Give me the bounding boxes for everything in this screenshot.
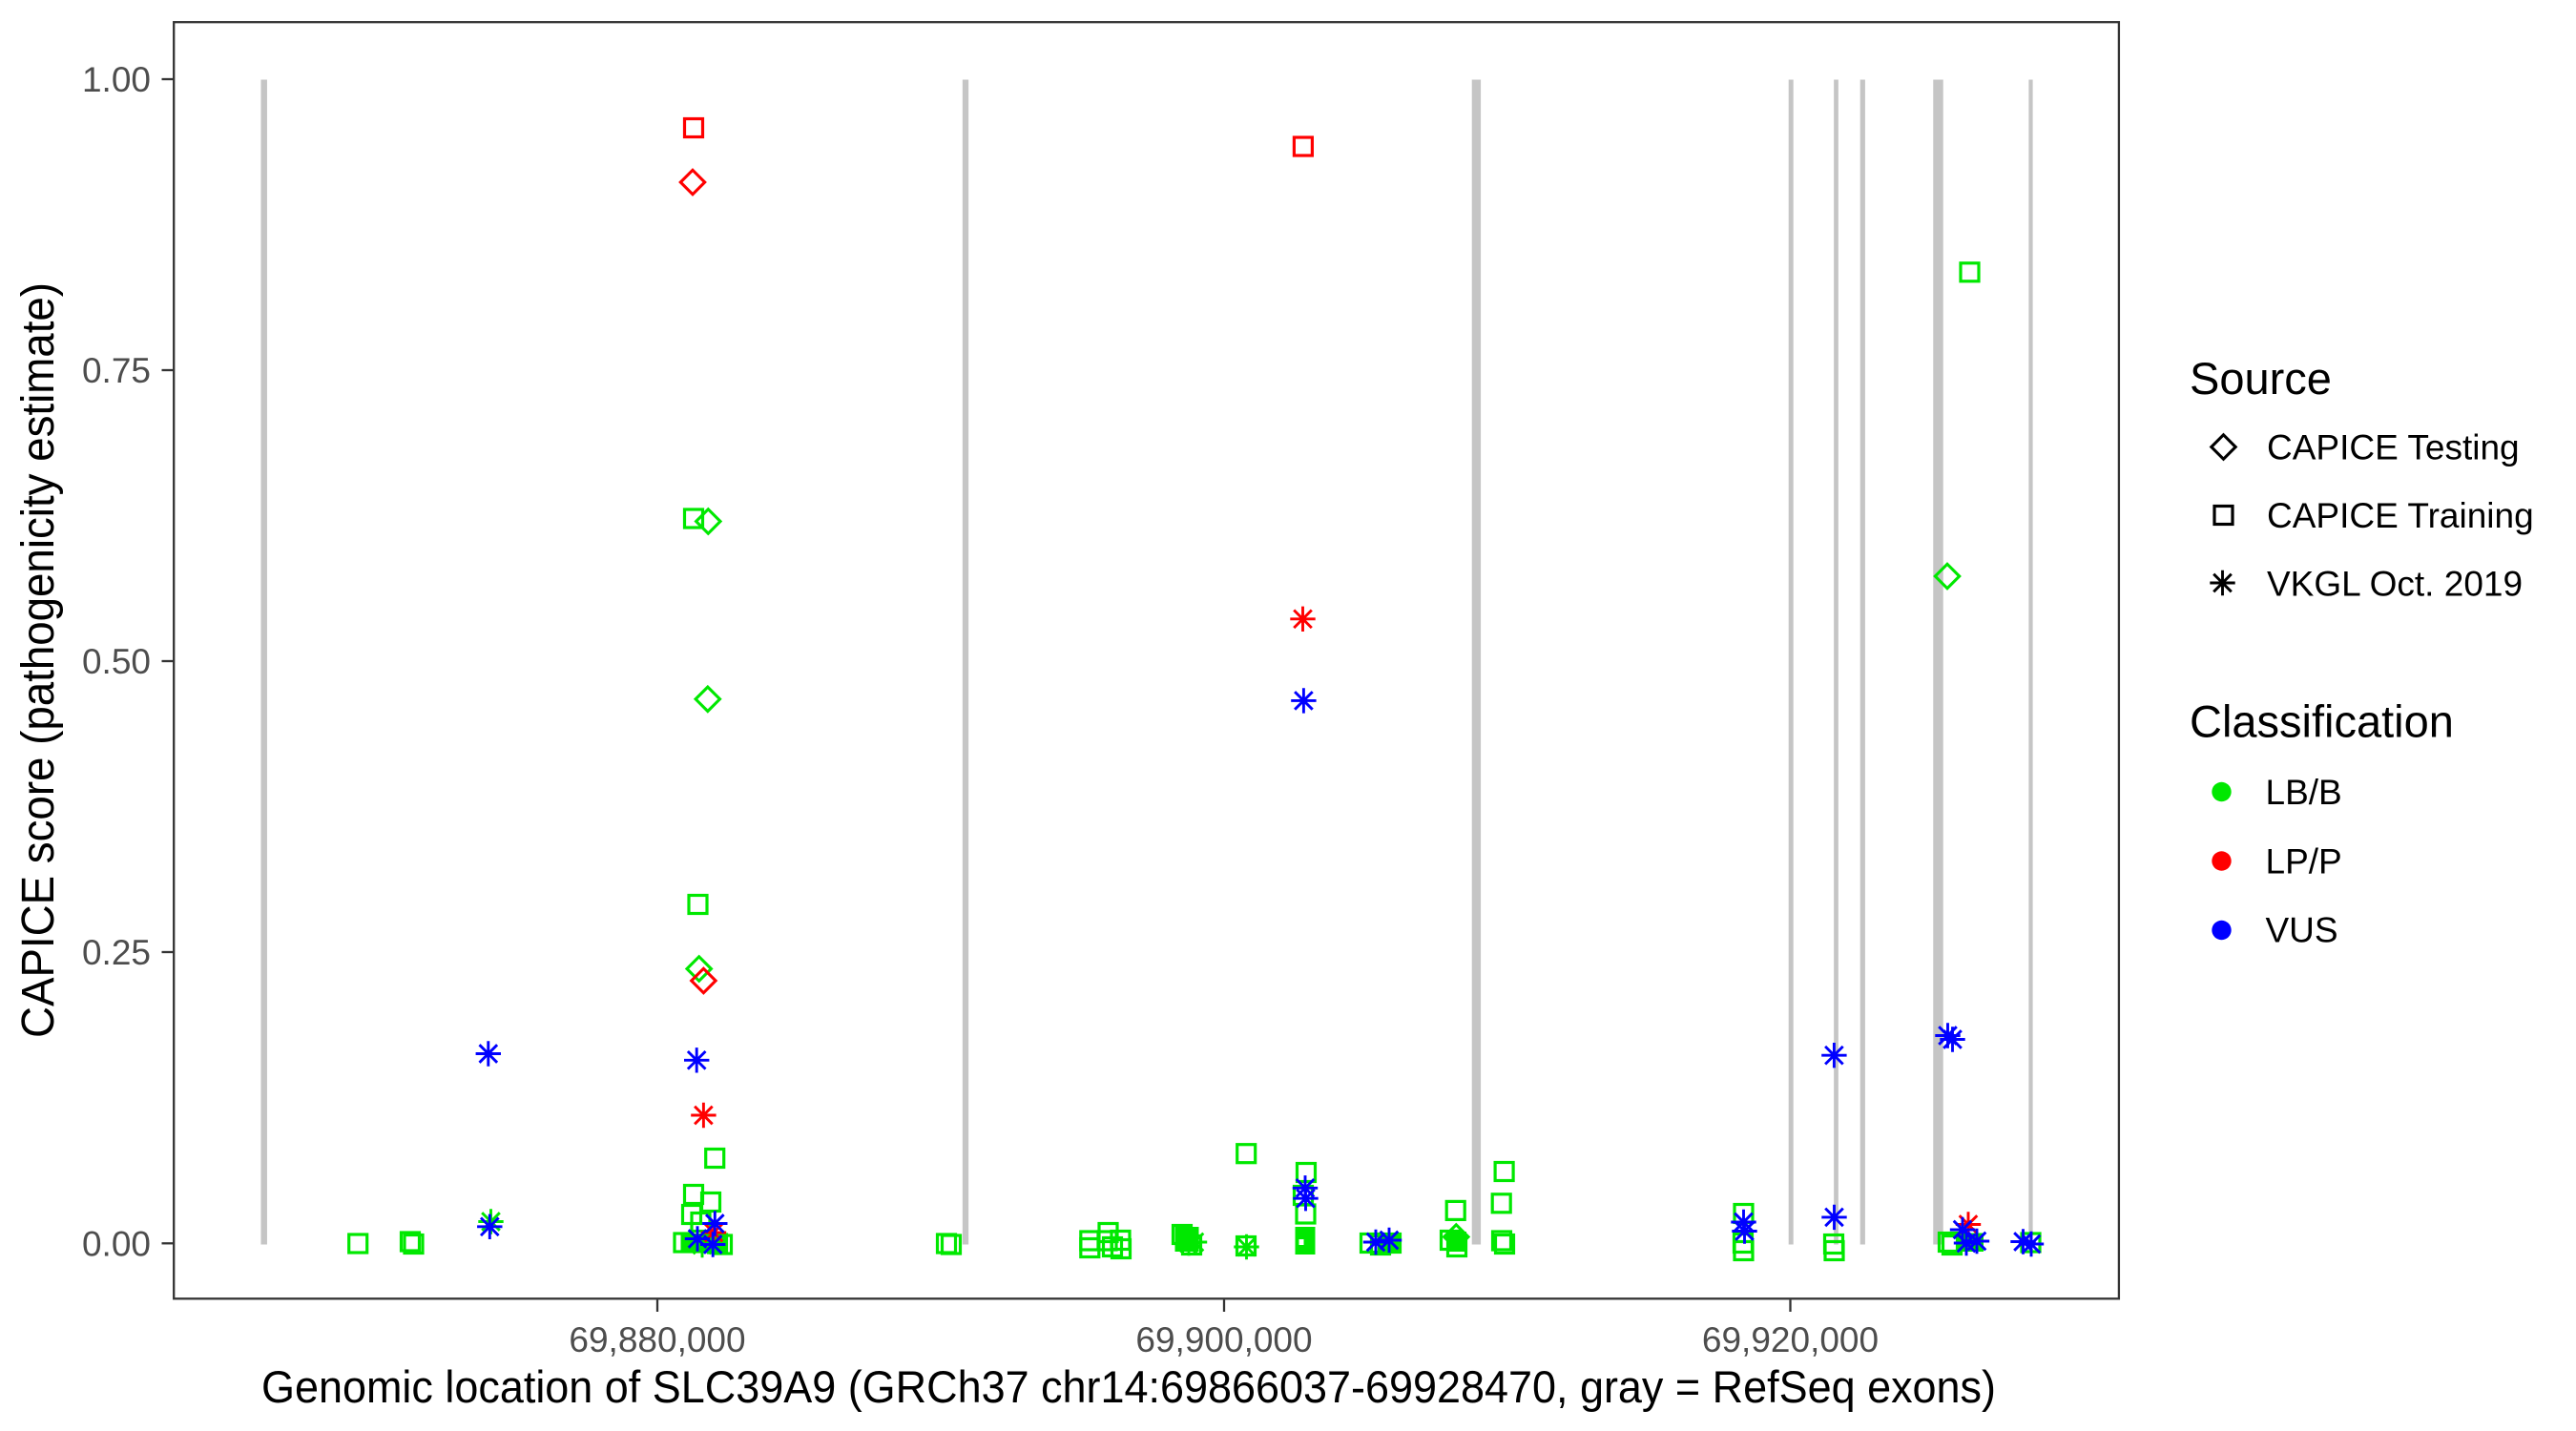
svg-text:0.25: 0.25 [82,933,151,972]
svg-text:69,920,000: 69,920,000 [1702,1320,1879,1359]
svg-text:69,900,000: 69,900,000 [1135,1320,1312,1359]
svg-text:CAPICE Testing: CAPICE Testing [2267,428,2520,467]
svg-text:0.75: 0.75 [82,351,151,390]
svg-text:Source: Source [2190,353,2332,404]
svg-text:CAPICE score (pathogenicity es: CAPICE score (pathogenicity estimate) [13,282,64,1038]
svg-text:1.00: 1.00 [82,60,151,99]
svg-text:Genomic location of SLC39A9 (G: Genomic location of SLC39A9 (GRCh37 chr1… [261,1361,1996,1412]
svg-text:0.00: 0.00 [82,1224,151,1263]
svg-text:69,880,000: 69,880,000 [569,1320,745,1359]
svg-text:Classification: Classification [2190,696,2454,747]
svg-text:0.50: 0.50 [82,642,151,681]
svg-text:VUS: VUS [2266,911,2338,950]
svg-text:CAPICE Training: CAPICE Training [2267,496,2534,535]
svg-text:LB/B: LB/B [2266,773,2342,812]
svg-text:VKGL Oct. 2019: VKGL Oct. 2019 [2267,565,2523,604]
svg-text:LP/P: LP/P [2266,842,2342,881]
